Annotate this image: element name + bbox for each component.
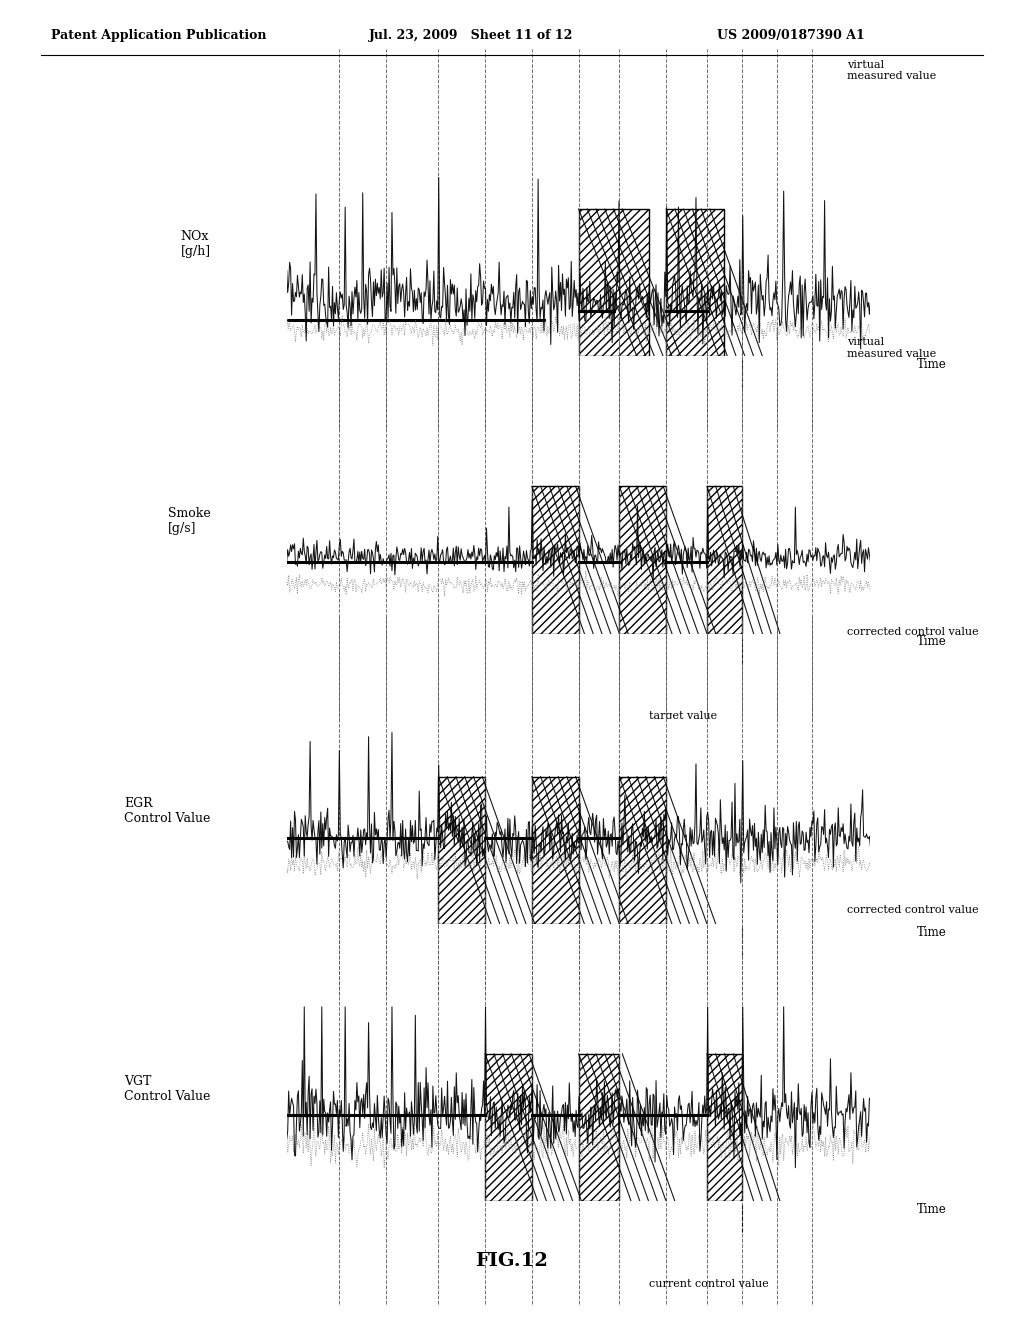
Text: current control value: current control value bbox=[648, 1279, 768, 1288]
Bar bbox=[620, 776, 667, 924]
Bar bbox=[579, 1053, 620, 1201]
Text: Time: Time bbox=[918, 1203, 947, 1216]
Text: NOx
[g/h]: NOx [g/h] bbox=[180, 230, 211, 257]
Bar bbox=[531, 776, 579, 924]
Text: Patent Application Publication: Patent Application Publication bbox=[51, 29, 266, 42]
Bar bbox=[667, 209, 725, 356]
Bar bbox=[707, 486, 742, 634]
Text: target value: target value bbox=[648, 434, 717, 444]
Bar bbox=[438, 776, 485, 924]
Text: virtual
measured value: virtual measured value bbox=[847, 337, 936, 359]
Bar bbox=[579, 209, 648, 356]
Bar bbox=[707, 1053, 742, 1201]
Text: Time: Time bbox=[918, 358, 947, 371]
Text: Jul. 23, 2009   Sheet 11 of 12: Jul. 23, 2009 Sheet 11 of 12 bbox=[369, 29, 573, 42]
Text: Smoke
[g/s]: Smoke [g/s] bbox=[168, 507, 211, 535]
Text: corrected control value: corrected control value bbox=[847, 627, 979, 638]
Text: target value: target value bbox=[648, 711, 717, 721]
Bar bbox=[620, 486, 667, 634]
Bar bbox=[531, 486, 579, 634]
Text: VGT
Control Value: VGT Control Value bbox=[125, 1074, 211, 1102]
Text: corrected control value: corrected control value bbox=[847, 904, 979, 915]
Text: virtual
measured value: virtual measured value bbox=[847, 59, 936, 82]
Text: current control value: current control value bbox=[648, 1002, 768, 1011]
Text: Time: Time bbox=[918, 635, 947, 648]
Text: US 2009/0187390 A1: US 2009/0187390 A1 bbox=[717, 29, 864, 42]
Text: FIG.12: FIG.12 bbox=[475, 1251, 549, 1270]
Bar bbox=[485, 1053, 531, 1201]
Text: Time: Time bbox=[918, 925, 947, 939]
Text: EGR
Control Value: EGR Control Value bbox=[125, 797, 211, 825]
